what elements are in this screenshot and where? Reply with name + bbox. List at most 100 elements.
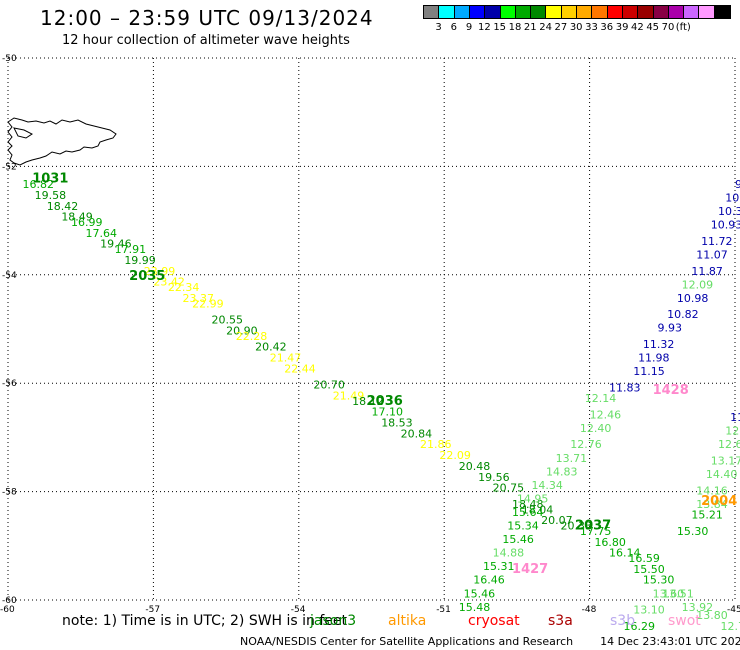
wave-height-value: 12.14 (585, 392, 617, 405)
scale-label: 12 (478, 22, 491, 33)
wave-height-value: 13.17 (711, 455, 740, 468)
track-time-label: 1427 (512, 562, 548, 577)
scale-label: 45 (646, 22, 660, 33)
wave-height-value: 12.16 (725, 425, 740, 438)
wave-height-value: 15.46 (464, 587, 496, 600)
longitude-label: -60 (0, 605, 15, 615)
track-time-label: 2004 (701, 494, 737, 509)
wave-height-value: 15.34 (507, 520, 539, 533)
wave-height-value: 23.42 (153, 276, 185, 289)
credit-footer: NOAA/NESDIS Center for Satellite Applica… (240, 635, 740, 648)
wave-height-value: 22.44 (284, 362, 316, 375)
scale-label: 33 (585, 22, 598, 33)
scale-label: 15 (493, 22, 507, 33)
scale-label: 30 (569, 22, 583, 33)
wave-height-value: 20.33 (561, 520, 593, 533)
wave-height-value: 15.48 (459, 601, 491, 614)
track-time-label: 2037 (575, 519, 611, 534)
wave-height-value: 14.88 (493, 547, 524, 560)
wave-height-value: 10.93 (711, 219, 740, 232)
wave-height-value: 15.46 (502, 533, 534, 546)
track-labels: 2035 2036 2037 1428 1427 2004 1031 (32, 172, 737, 577)
wave-height-value: 16.80 (594, 536, 626, 549)
wave-height-value: 12.09 (682, 278, 714, 291)
scale-label: 6 (450, 22, 457, 33)
legend-item-swot: swot (668, 613, 701, 629)
wave-height-value: 16.99 (71, 216, 103, 229)
wave-height-value: 15.30 (643, 574, 675, 587)
track-time-label: 1031 (32, 172, 68, 187)
latitude-label: -56 (2, 379, 17, 389)
track-time-label: 2035 (129, 269, 165, 284)
latitude-label: -54 (2, 271, 17, 281)
lat-lon-grid (7, 57, 736, 601)
wave-height-value: 19.56 (478, 471, 510, 484)
wave-height-value: 18.53 (381, 417, 413, 430)
wave-height-value: 15.50 (633, 563, 665, 576)
wave-height-value: 15.21 (691, 509, 723, 522)
legend-item-altika: altika (388, 613, 427, 629)
latitude-label: -52 (2, 162, 17, 172)
scale-label: 24 (539, 22, 552, 33)
longitude-label: -57 (145, 605, 160, 615)
legend-item-jason3: jason3 (310, 613, 357, 629)
wave-height-value: 11.72 (701, 235, 733, 248)
wave-height-value: 13.84 (696, 498, 728, 511)
wave-height-value: 18.48 (512, 498, 544, 511)
wave-height-value: 22.34 (168, 281, 200, 294)
wave-height-value: 17.64 (86, 227, 118, 240)
wave-height-value: 13.71 (556, 452, 588, 465)
wave-height-value: 9.94 (735, 178, 740, 191)
wave-height-value: 11.15 (633, 365, 665, 378)
scale-label: 3 (435, 22, 442, 33)
wave-height-value: 22.28 (236, 330, 268, 343)
wave-height-value: 10.02 (725, 192, 740, 205)
map-subtitle: 12 hour collection of altimeter wave hei… (62, 33, 350, 48)
wave-height-value: 20.42 (255, 341, 287, 354)
longitude-label: -54 (291, 605, 306, 615)
wave-height-value: 20.07 (541, 514, 573, 527)
scale-label: 27 (554, 22, 568, 33)
wave-height-value: 12.46 (590, 408, 622, 421)
wave-height-value: 14.95 (517, 492, 549, 505)
map-title: 12:00 – 23:59 UTC 09/13/2024 (40, 6, 374, 30)
wave-height-value: 12.76 (570, 438, 602, 451)
wave-height-value: 21.49 (333, 389, 365, 402)
scale-label: 36 (600, 22, 614, 33)
wave-height-value: 10.98 (677, 292, 709, 305)
wave-height-value: 13.60 (653, 587, 685, 600)
track-time-label: 2036 (367, 394, 403, 409)
wave-height-value: 13.51 (662, 587, 694, 600)
wave-height-value: 19.99 (124, 254, 156, 267)
wave-height-value: 14.83 (546, 465, 578, 478)
wave-height-value: 15.31 (483, 560, 515, 573)
wave-height-value: 16.29 (624, 620, 656, 633)
wave-height-value: 14.16 (696, 484, 728, 497)
scale-label: 39 (615, 22, 629, 33)
wave-height-value: 17.91 (115, 243, 147, 256)
wave-height-value: 11.07 (696, 249, 728, 262)
wave-height-value: 20.75 (493, 482, 524, 495)
wave-height-value: 11.98 (638, 352, 670, 365)
credit-text: NOAA/NESDIS Center for Satellite Applica… (240, 635, 574, 648)
wave-height-value: 20.48 (459, 460, 491, 473)
wave-height-value: 17.75 (580, 525, 612, 538)
wave-height-value: 14.40 (706, 468, 738, 481)
falkland-islands-inlet (13, 127, 33, 139)
track-time-label: 1428 (653, 383, 689, 398)
legend-note: note: 1) Time is in UTC; 2) SWH is in fe… (62, 613, 348, 629)
longitude-label: -48 (582, 605, 597, 615)
wave-height-value: 18.49 (61, 211, 93, 224)
wave-height-value: 21.47 (270, 352, 302, 365)
wave-height-value: 13.10 (633, 604, 665, 617)
wave-height-value: 19.58 (35, 189, 66, 202)
wave-height-value: 11.83 (609, 381, 641, 394)
legend-item-s3b: s3b (610, 613, 636, 629)
scale-swatch (713, 5, 731, 19)
wave-height-value: 10.82 (667, 308, 699, 321)
timestamp: 14 Dec 23:43:01 UTC 2024 (600, 635, 740, 648)
longitude-label: -51 (436, 605, 451, 615)
wave-height-value: 13.80 (696, 609, 728, 622)
wave-height-value: 16.59 (628, 552, 660, 565)
wave-height-value: 11.32 (643, 338, 675, 351)
